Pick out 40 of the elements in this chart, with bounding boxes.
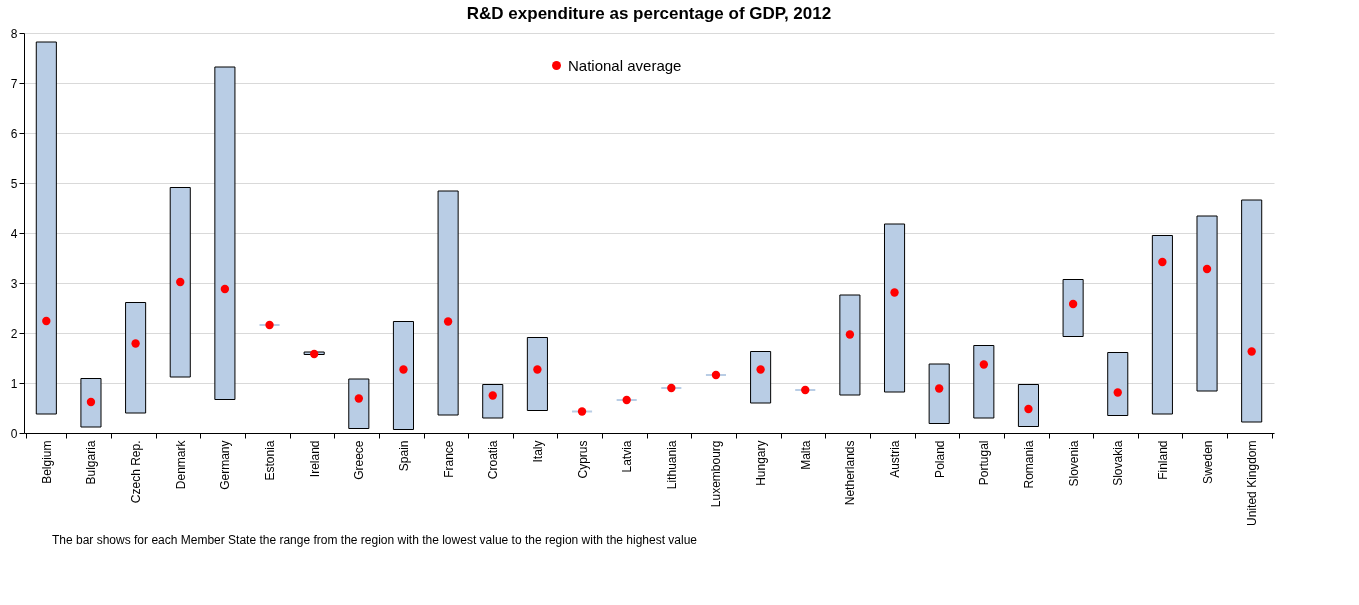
y-tick-label: 4 (10, 226, 18, 241)
x-tick-label: Sweden (1200, 440, 1215, 484)
x-tick-label: Latvia (620, 440, 635, 473)
y-tick-label: 8 (10, 26, 18, 41)
x-tick-label: Luxembourg (709, 440, 724, 508)
x-tick-label: Belgium (39, 440, 54, 484)
x-tick-label: Ireland (307, 440, 322, 478)
x-tick-label: Germany (218, 440, 233, 490)
x-tick-label: Denmark (173, 439, 188, 490)
y-tick-label: 0 (10, 426, 18, 441)
x-tick-label: Lithuania (664, 440, 679, 490)
x-tick-label: Austria (888, 440, 903, 478)
x-tick-label: Greece (352, 440, 367, 480)
x-tick-label: Estonia (263, 440, 278, 481)
y-tick-label: 5 (10, 176, 18, 191)
x-tick-label: Spain (396, 440, 411, 472)
x-tick-label: Slovakia (1111, 440, 1126, 486)
y-tick-label: 1 (10, 376, 18, 391)
x-tick-label: Romania (1021, 440, 1036, 489)
x-tick-label: United Kingdom (1245, 440, 1260, 526)
x-tick-label: France (441, 440, 456, 478)
y-tick-label: 2 (10, 326, 18, 341)
legend-label: National average (568, 56, 682, 74)
x-tick-label: Hungary (754, 440, 769, 486)
x-tick-label: Bulgaria (84, 440, 99, 485)
y-tick-label: 3 (10, 276, 18, 291)
y-tick-label: 6 (10, 126, 18, 141)
x-tick-label: Czech Rep. (129, 440, 144, 504)
chart-title: R&D expenditure as percentage of GDP, 2012 (466, 4, 832, 23)
x-tick-label: Cyprus (575, 440, 590, 479)
y-tick-label: 7 (10, 76, 18, 91)
x-tick-label: Croatia (486, 440, 501, 480)
x-tick-label: Malta (798, 440, 813, 470)
x-tick-label: Italy (530, 440, 545, 463)
text: The bar shows for each Member State the range from the region with the lowest value to the region with the highest value (52, 533, 699, 547)
x-tick-label: Slovenia (1066, 440, 1081, 487)
x-tick-label: Poland (932, 440, 947, 478)
x-tick-label: Finland (1155, 440, 1170, 480)
x-tick-label: Portugal (977, 440, 992, 486)
x-tick-label: Netherlands (843, 440, 858, 506)
